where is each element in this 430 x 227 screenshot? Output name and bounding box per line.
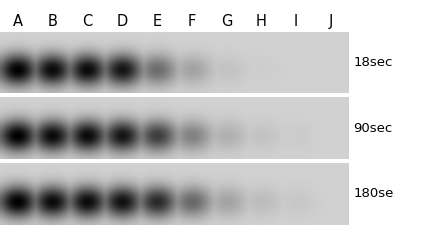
Text: E: E <box>152 14 161 29</box>
Text: B: B <box>47 14 57 29</box>
Text: A: A <box>12 14 22 29</box>
Text: 90sec: 90sec <box>353 122 393 135</box>
Text: 180se: 180se <box>353 188 394 200</box>
Text: G: G <box>221 14 232 29</box>
Text: H: H <box>256 14 267 29</box>
Text: J: J <box>329 14 333 29</box>
Text: I: I <box>294 14 298 29</box>
Text: C: C <box>82 14 92 29</box>
Text: D: D <box>116 14 128 29</box>
Text: F: F <box>187 14 196 29</box>
Text: 18sec: 18sec <box>353 56 393 69</box>
